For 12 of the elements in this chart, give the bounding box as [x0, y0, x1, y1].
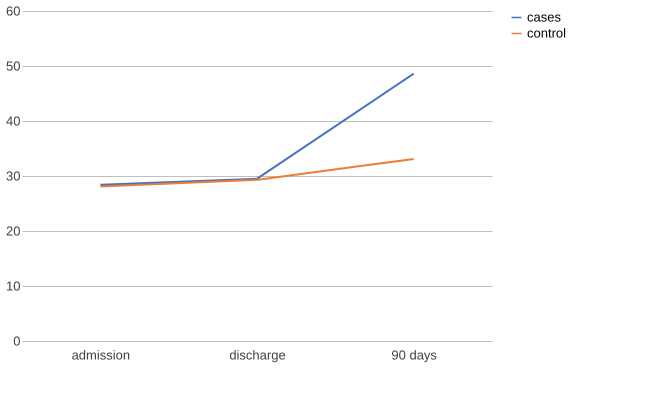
- x-tick-label: discharge: [229, 348, 286, 362]
- y-tick-label: 60: [6, 4, 20, 18]
- y-tick-label: 0: [13, 334, 20, 348]
- y-tick-label: 40: [6, 114, 20, 128]
- y-tick-label: 10: [6, 278, 20, 294]
- y-tick-label: 20: [6, 224, 20, 238]
- y-tick-label: 50: [6, 58, 20, 74]
- x-tick-label: admission: [72, 348, 130, 362]
- x-tick-label: 90 days: [391, 348, 438, 362]
- y-tick-label: 30: [6, 168, 20, 184]
- legend-label: cases: [527, 10, 562, 24]
- legend-label: control: [527, 26, 566, 40]
